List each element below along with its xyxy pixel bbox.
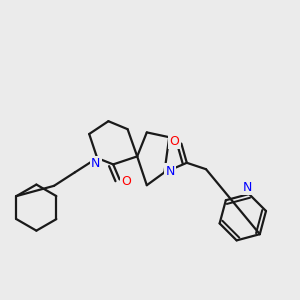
Text: N: N xyxy=(91,157,100,170)
Text: N: N xyxy=(166,165,175,178)
Text: O: O xyxy=(122,175,132,188)
Text: O: O xyxy=(169,134,179,148)
Text: N: N xyxy=(243,181,252,194)
